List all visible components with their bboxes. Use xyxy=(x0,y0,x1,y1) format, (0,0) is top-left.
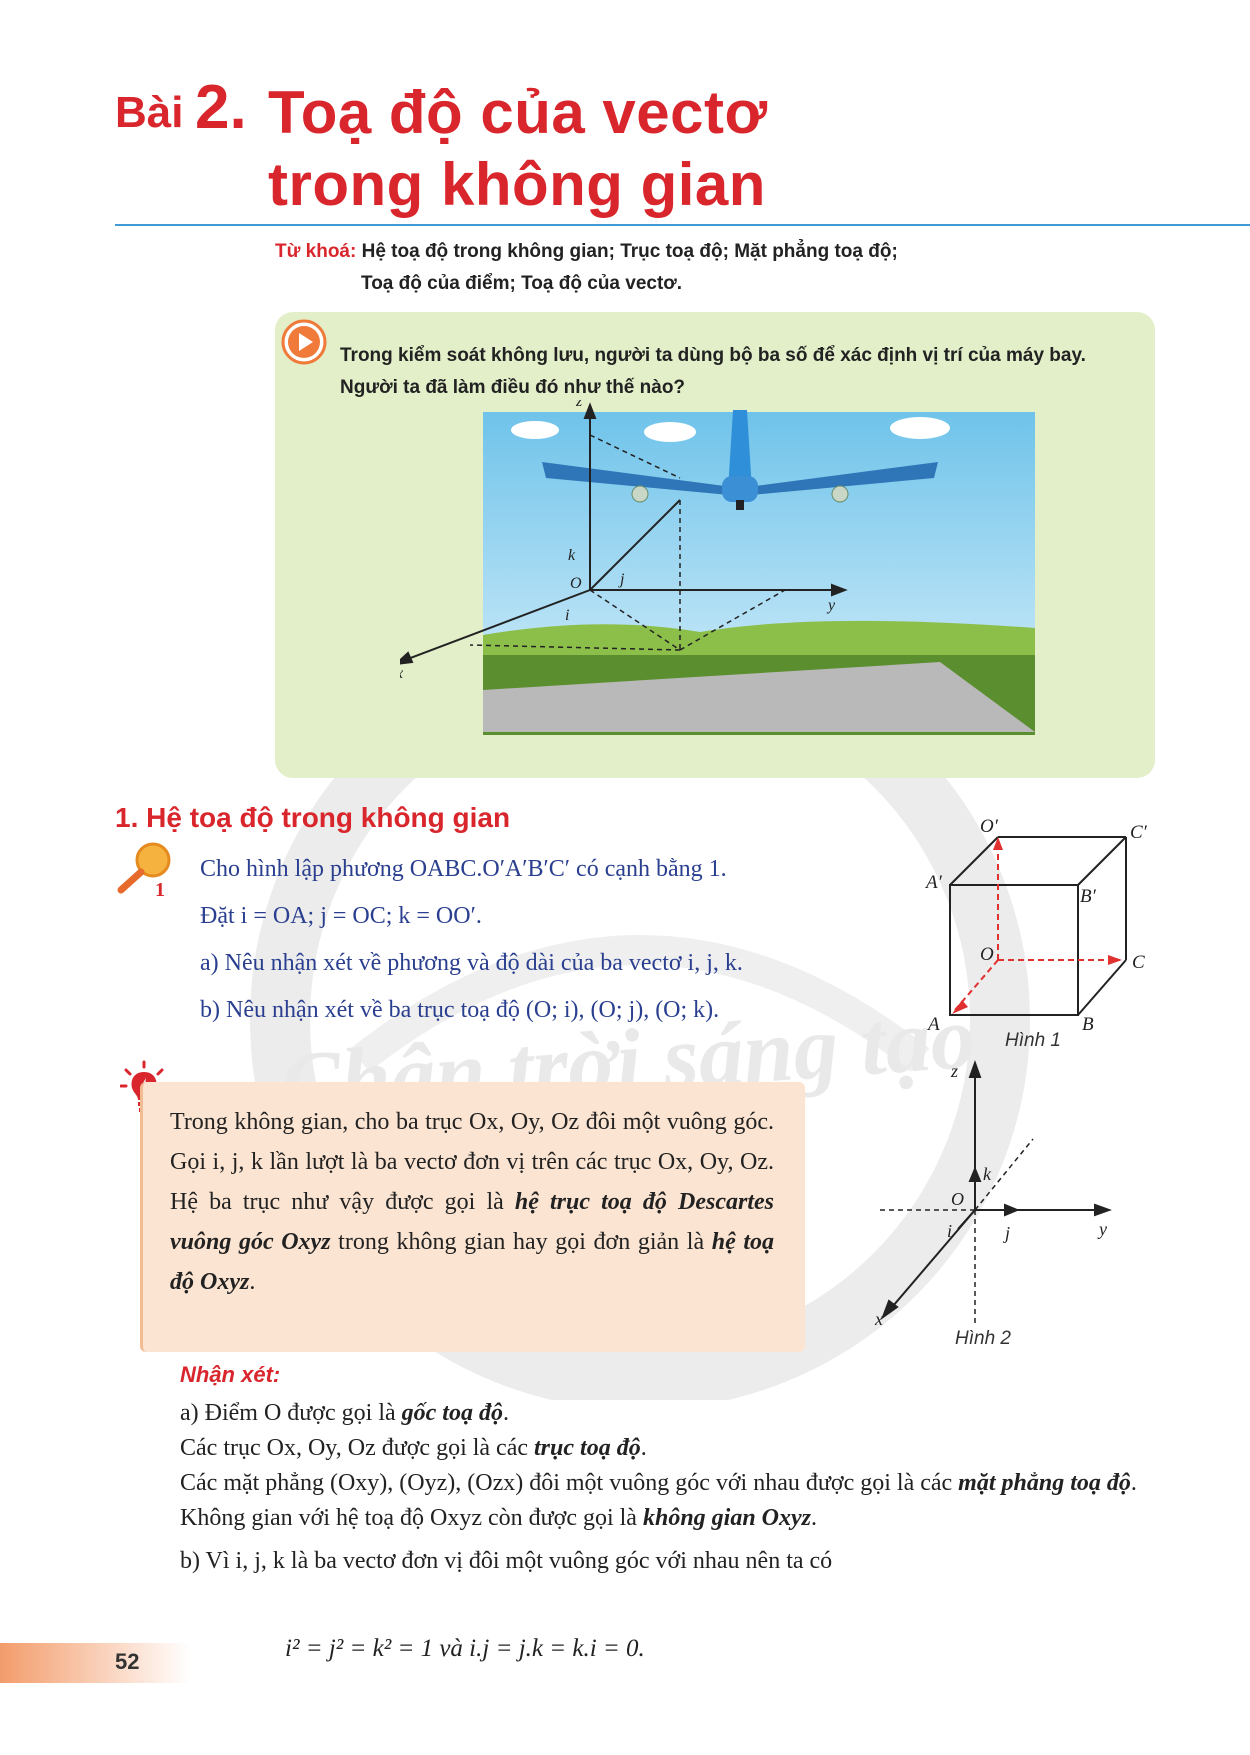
activity-line3: a) Nêu nhận xét về phương và độ dài của … xyxy=(200,950,743,976)
remark-a4-pre: Không gian với hệ toạ độ Oxyz còn được g… xyxy=(180,1505,643,1531)
cloud xyxy=(511,421,559,439)
cube-b-prime: B′ xyxy=(1080,886,1097,907)
lesson-label: Bài xyxy=(115,88,184,137)
lesson-title-line2: trong không gian xyxy=(268,151,766,218)
scene-k-label: k xyxy=(568,547,576,564)
keywords: Từ khoá: Hệ toạ độ trong không gian; Trụ… xyxy=(275,236,975,300)
remark-a4-term: không gian Oxyz xyxy=(642,1505,812,1531)
activity-number: 1 xyxy=(155,879,165,900)
axes-i-label: i xyxy=(947,1221,952,1241)
cloud xyxy=(890,417,950,439)
intro-question: Trong kiểm soát không lưu, người ta dùng… xyxy=(340,340,1140,404)
play-icon xyxy=(281,319,327,365)
keywords-line1: Hệ toạ độ trong không gian; Trục toạ độ;… xyxy=(361,241,898,262)
airplane xyxy=(542,410,938,510)
cube-o: O xyxy=(980,944,994,965)
axes-origin-label: O xyxy=(951,1189,964,1209)
remark-a4-post: . xyxy=(811,1505,818,1531)
definition-part3: . xyxy=(249,1269,256,1295)
remark-a3-term: mặt phẳng toạ độ xyxy=(958,1470,1131,1496)
remark-a2-pre: Các trục Ox, Oy, Oz được gọi là các xyxy=(180,1435,535,1461)
runway xyxy=(483,662,1035,732)
remark-heading: Nhận xét: xyxy=(180,1362,281,1387)
definition-term2: hệ toạ độ Oxyz xyxy=(170,1229,774,1295)
intro-line2: Người ta đã làm điều đó như thế nào? xyxy=(340,377,686,398)
definition-term1: hệ trục toạ độ Descartes vuông góc Oxyz xyxy=(170,1189,775,1255)
activity-line2: Đặt i = OA; j = OC; k = OO′. xyxy=(200,903,482,929)
cube-a-prime: A′ xyxy=(924,872,943,893)
scene-y-label: y xyxy=(826,597,836,614)
definition-text: Trong không gian, cho ba trục Ox, Oy, Oz… xyxy=(170,1102,774,1302)
definition-part2: trong không gian hay gọi đơn giản là xyxy=(330,1229,712,1255)
figure1-caption: Hình 1 xyxy=(1005,1030,1061,1051)
tree-line xyxy=(483,620,1035,662)
section-heading: 1. Hệ toạ độ trong không gian xyxy=(115,802,511,833)
axes-figure: z y x O i j k xyxy=(874,1060,1112,1329)
cube-figure: O′ C′ A′ B′ O C A B xyxy=(924,816,1148,1035)
magnifier-icon: 1 xyxy=(117,842,171,900)
remark-a1-post: . xyxy=(502,1400,509,1426)
axes-x-label: x xyxy=(874,1309,883,1329)
page-number: 52 xyxy=(115,1649,140,1674)
scene-x-label: x xyxy=(400,665,403,682)
cube-c: C xyxy=(1132,952,1145,973)
scene-origin-label: O xyxy=(570,575,582,592)
axes-z-label: z xyxy=(950,1061,958,1081)
cube-c-prime: C′ xyxy=(1130,822,1148,843)
remark-a2-post: . xyxy=(640,1435,647,1461)
activity-line1: Cho hình lập phương OABC.O′A′B′C′ có cạn… xyxy=(200,856,727,882)
remark-text: a) Điểm O được gọi là gốc toạ độ. Các tr… xyxy=(180,1396,1160,1579)
formula: i² = j² = k² = 1 và i.j = j.k = k.i = 0. xyxy=(285,1635,645,1662)
axes-y-label: y xyxy=(1097,1219,1107,1239)
remark-a1-pre: a) Điểm O được gọi là xyxy=(180,1400,402,1426)
definition-part1: Trong không gian, cho ba trục Ox, Oy, Oz… xyxy=(170,1109,774,1215)
definition-box xyxy=(140,1082,805,1352)
title-divider xyxy=(115,224,1250,226)
airplane-scene: z x y O i j k xyxy=(400,400,1035,735)
remark-a3-pre: Các mặt phẳng (Oxy), (Oyz), (Ozx) đôi mộ… xyxy=(180,1470,959,1496)
remark-a1: a) Điểm O được gọi là gốc toạ độ. xyxy=(180,1396,1160,1431)
activity-text: Cho hình lập phương OABC.O′A′B′C′ có cạn… xyxy=(200,853,900,1041)
axes-j-label: j xyxy=(1003,1223,1010,1243)
cloud xyxy=(644,422,696,442)
figure2-caption: Hình 2 xyxy=(955,1328,1011,1349)
page-number-band xyxy=(0,1643,190,1683)
activity-line4: b) Nêu nhận xét về ba trục toạ độ (O; i)… xyxy=(200,997,720,1023)
remark-a1-term: gốc toạ độ xyxy=(401,1400,503,1426)
remark-a2: Các trục Ox, Oy, Oz được gọi là các trục… xyxy=(180,1431,1160,1466)
remark-a4: Không gian với hệ toạ độ Oxyz còn được g… xyxy=(180,1501,1160,1536)
remark-a3: Các mặt phẳng (Oxy), (Oyz), (Ozx) đôi mộ… xyxy=(180,1466,1160,1501)
scene-z-label: z xyxy=(575,400,583,410)
remark-a2-term: trục toạ độ xyxy=(534,1435,641,1461)
cube-o-prime: O′ xyxy=(980,816,999,837)
cube-b: B xyxy=(1082,1014,1094,1035)
cube-a: A xyxy=(926,1014,940,1035)
remark-a3-post: . xyxy=(1130,1470,1137,1496)
remark-b1: b) Vì i, j, k là ba vectơ đơn vị đôi một… xyxy=(180,1548,833,1574)
lesson-title-line1: Toạ độ của vectơ xyxy=(268,79,768,146)
keywords-line2: Toạ độ của điểm; Toạ độ của vectơ. xyxy=(361,273,683,294)
axes-k-label: k xyxy=(983,1164,992,1184)
keywords-label: Từ khoá: xyxy=(275,241,357,262)
lesson-number: 2. xyxy=(195,73,247,142)
scene-j-label: j xyxy=(618,571,625,588)
scene-i-label: i xyxy=(565,607,569,624)
intro-line1: Trong kiểm soát không lưu, người ta dùng… xyxy=(340,345,1086,366)
